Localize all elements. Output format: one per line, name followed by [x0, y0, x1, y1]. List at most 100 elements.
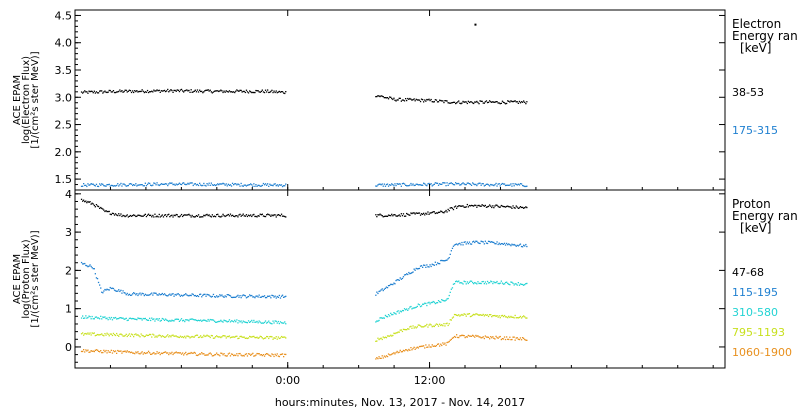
data-point: [233, 354, 235, 357]
data-point: [83, 199, 85, 201]
data-point: [229, 337, 232, 339]
data-point: [520, 245, 523, 248]
data-point: [124, 318, 126, 320]
data-point: [492, 205, 494, 207]
data-point: [141, 89, 143, 91]
data-point: [258, 215, 260, 217]
data-point: [498, 183, 500, 185]
data-point: [489, 100, 491, 102]
data-point: [175, 183, 177, 185]
data-point: [219, 183, 221, 185]
data-point: [399, 310, 401, 312]
data-point: [522, 246, 524, 248]
data-point: [395, 100, 397, 102]
data-point: [158, 89, 160, 91]
data-point: [167, 214, 169, 216]
data-point: [171, 182, 173, 184]
data-point: [112, 90, 115, 92]
data-point: [417, 303, 419, 305]
data-point: [431, 326, 433, 328]
data-point: [233, 184, 235, 186]
data-point: [143, 185, 145, 187]
data-point: [161, 183, 163, 185]
data-point: [413, 268, 415, 270]
data-point: [235, 90, 237, 92]
data-point: [284, 185, 286, 187]
data-point: [280, 295, 283, 297]
data-point: [480, 100, 482, 102]
data-point: [501, 338, 504, 340]
data-point: [114, 290, 117, 292]
data-point: [163, 214, 166, 216]
data-point: [91, 267, 93, 269]
data-point: [486, 314, 489, 316]
data-point: [376, 185, 378, 187]
data-point: [133, 336, 135, 338]
data-point: [462, 182, 464, 184]
data-point: [163, 293, 166, 295]
data-point: [453, 184, 456, 186]
data-point: [441, 299, 443, 301]
data-point: [197, 91, 200, 93]
data-point: [514, 100, 516, 102]
data-point: [426, 346, 428, 348]
data-point: [427, 183, 429, 185]
data-point: [458, 243, 460, 245]
data-point: [112, 350, 115, 352]
data-point: [393, 282, 395, 284]
data-point: [513, 317, 515, 319]
data-point: [284, 321, 286, 323]
data-point: [379, 95, 381, 98]
data-point: [111, 91, 114, 93]
data-point: [402, 182, 405, 184]
data-point: [193, 319, 195, 321]
data-point: [257, 215, 259, 217]
data-point: [396, 279, 398, 281]
data-point: [202, 336, 204, 338]
data-point: [117, 318, 119, 320]
data-point: [243, 321, 245, 323]
data-point: [95, 183, 98, 185]
data-point: [191, 335, 193, 338]
data-point: [414, 326, 416, 328]
data-point: [422, 99, 424, 101]
data-point: [235, 215, 237, 217]
data-point: [135, 183, 137, 185]
data-point: [108, 210, 110, 213]
data-point: [524, 185, 526, 188]
data-point: [249, 353, 251, 355]
data-point: [433, 183, 435, 185]
data-point: [279, 297, 282, 299]
data-point: [117, 349, 119, 352]
data-point: [178, 90, 181, 93]
data-point: [168, 320, 170, 323]
data-point: [383, 288, 385, 290]
data-point: [525, 185, 527, 188]
data-point: [245, 321, 248, 324]
data-point: [143, 294, 145, 297]
data-point: [395, 184, 397, 187]
data-point: [433, 345, 435, 347]
data-point: [391, 314, 393, 316]
data-point: [187, 90, 189, 92]
data-point: [502, 283, 505, 285]
data-point: [468, 241, 471, 243]
data-point: [245, 353, 248, 355]
data-point: [520, 206, 523, 209]
data-point: [457, 281, 459, 283]
data-point: [384, 97, 387, 99]
data-point: [159, 353, 161, 356]
legend-entry: 47-68: [732, 266, 764, 279]
data-point: [272, 320, 274, 322]
data-point: [481, 183, 483, 185]
data-point: [193, 351, 195, 354]
data-point: [409, 273, 411, 275]
data-point: [511, 281, 513, 283]
data-point: [220, 216, 222, 218]
data-point: [92, 203, 94, 205]
data-point: [191, 182, 193, 184]
data-point: [177, 293, 179, 295]
data-point: [422, 303, 424, 305]
data-point: [120, 90, 122, 93]
data-point: [463, 335, 465, 337]
